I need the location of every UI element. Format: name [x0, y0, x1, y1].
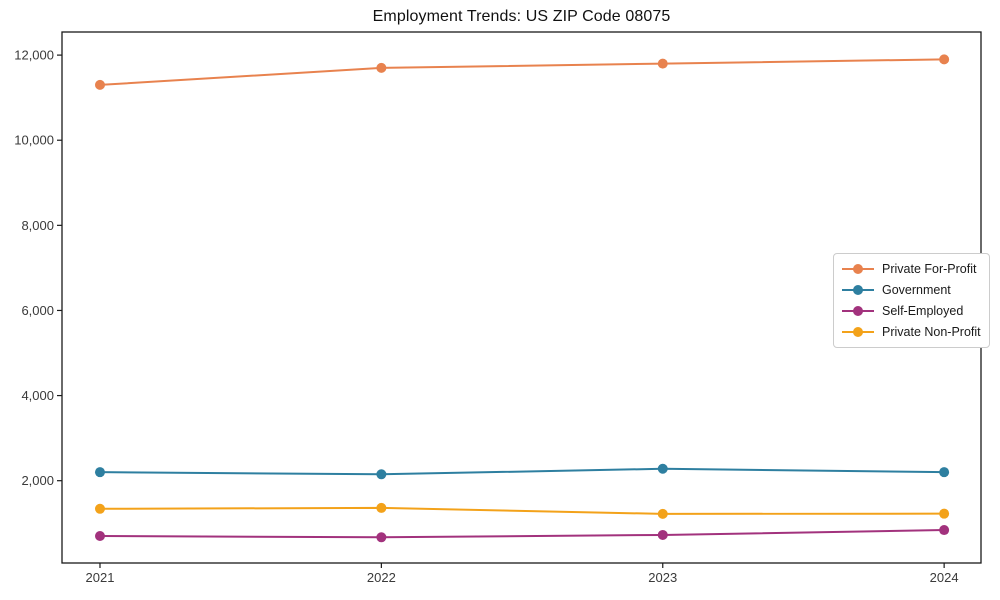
y-tick-label: 12,000 [14, 48, 54, 63]
x-tick-label: 2023 [648, 570, 677, 585]
y-tick-label: 10,000 [14, 133, 54, 148]
data-point-government-2022 [376, 469, 387, 480]
y-tick-label: 8,000 [21, 218, 54, 233]
legend-dot [853, 306, 863, 316]
legend-marker-icon [842, 285, 874, 296]
data-point-private-non-profit-2024 [939, 508, 950, 519]
data-point-private-for-profit-2021 [94, 79, 105, 90]
legend-dot [853, 264, 863, 274]
data-point-private-for-profit-2022 [376, 62, 387, 73]
data-point-self-employed-2023 [657, 529, 668, 540]
legend-marker-icon [842, 327, 874, 338]
data-point-government-2021 [94, 467, 105, 478]
legend-marker-icon [842, 306, 874, 317]
legend-dot [853, 327, 863, 337]
series-line-government [99, 467, 945, 476]
x-tick-label: 2021 [86, 570, 115, 585]
legend-dot [853, 285, 863, 295]
x-tick-label: 2024 [930, 570, 959, 585]
chart-title: Employment Trends: US ZIP Code 08075 [372, 8, 671, 25]
data-point-private-non-profit-2022 [376, 502, 387, 513]
legend-label: Government [882, 283, 951, 297]
legend-label: Private Non-Profit [882, 325, 981, 339]
legend-item-self-employed: Self-Employed [842, 303, 981, 319]
legend-label: Self-Employed [882, 304, 964, 318]
data-point-private-non-profit-2023 [657, 508, 668, 519]
legend-label: Private For-Profit [882, 262, 977, 276]
data-point-self-employed-2021 [94, 531, 105, 542]
y-tick-label: 4,000 [21, 388, 54, 403]
data-point-private-for-profit-2024 [939, 54, 950, 65]
data-point-government-2024 [939, 467, 950, 478]
y-tick-label: 6,000 [21, 303, 54, 318]
series-line-private-for-profit [99, 58, 945, 86]
legend: Private For-Profit Government Self-Employe… [833, 253, 990, 348]
y-tick-label: 2,000 [21, 473, 54, 488]
legend-item-private-for-profit: Private For-Profit [842, 261, 981, 277]
x-tick-label: 2022 [367, 570, 396, 585]
data-point-self-employed-2024 [939, 525, 950, 536]
series-line-self-employed [99, 529, 945, 539]
data-point-private-non-profit-2021 [94, 503, 105, 514]
data-point-government-2023 [657, 463, 668, 474]
data-point-self-employed-2022 [376, 532, 387, 543]
legend-item-government: Government [842, 282, 981, 298]
series-line-private-non-profit [99, 506, 945, 515]
legend-marker-icon [842, 264, 874, 275]
data-point-private-for-profit-2023 [657, 58, 668, 69]
legend-item-private-non-profit: Private Non-Profit [842, 324, 981, 340]
